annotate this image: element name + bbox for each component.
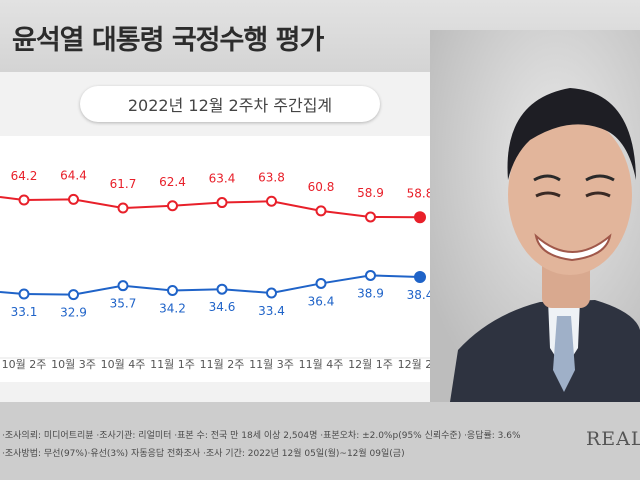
series-0-data-label-2: 61.7 (110, 177, 137, 191)
x-tick-label-6: 11월 4주 (299, 358, 344, 371)
series-0-data-label-0: 64.2 (11, 169, 38, 183)
series-1-point-2 (117, 280, 129, 292)
series-1-data-label-4: 34.6 (209, 300, 236, 314)
footer-survey-info: ·조사의뢰: 미디어트리뷴 ·조사기관: 리얼미터 ·표본 수: 전국 만 18… (2, 431, 521, 441)
series-0-point-0 (18, 194, 30, 206)
series-1-point-5 (266, 287, 277, 299)
x-tick-label-4: 11월 2주 (200, 358, 245, 371)
series-1-data-label-2: 35.7 (110, 297, 137, 311)
series-1-point-1 (68, 289, 79, 301)
series-0-point-7 (365, 211, 376, 223)
series-1-data-label-0: 33.1 (11, 305, 38, 319)
series-0-data-label-6: 60.8 (308, 180, 335, 194)
series-0-data-label-7: 58.9 (357, 186, 384, 200)
series-0-point-6 (315, 205, 327, 217)
series-1-point-7 (365, 269, 376, 281)
brand-logo: REALMETER (586, 428, 640, 450)
x-tick-label-2: 10월 4주 (101, 358, 146, 371)
series-0-data-label-3: 62.4 (159, 175, 186, 189)
series-1-data-label-3: 34.2 (159, 301, 186, 315)
series-1-point-0 (18, 288, 30, 300)
series-0-point-2 (117, 202, 129, 214)
footer-survey-method: ·조사방법: 무선(97%)·유선(3%) 자동응답 전화조사 ·조사 기간: … (2, 449, 405, 459)
footer (0, 402, 640, 480)
x-tick-label-8: 12월 2주 (398, 358, 440, 371)
x-tick-label-0: 10월 2주 (2, 358, 47, 371)
series-1-point-6 (315, 277, 327, 289)
series-1-point-4 (216, 283, 228, 295)
series-1-data-label-7: 38.9 (357, 286, 384, 300)
series-0-point-5 (266, 195, 277, 207)
president-photo (430, 30, 640, 402)
series-0-data-label-5: 63.8 (258, 170, 285, 184)
series-1-data-label-8: 38.4 (407, 288, 434, 302)
chart-subtitle: 2022년 12월 2주차 주간집계 (80, 86, 380, 122)
x-tick-label-1: 10월 3주 (51, 358, 96, 371)
x-tick-label-5: 11월 3주 (249, 358, 294, 371)
series-0-point-8 (414, 211, 426, 224)
series-0-point-3 (167, 200, 178, 212)
x-tick-label-7: 12월 1주 (348, 358, 393, 371)
series-0-data-label-1: 64.4 (60, 168, 87, 182)
chart-title: 윤석열 대통령 국정수행 평가 (12, 25, 324, 56)
series-0-point-1 (68, 193, 79, 205)
x-tick-label-3: 11월 1주 (150, 358, 195, 371)
series-0-data-label-4: 63.4 (209, 172, 236, 186)
chart-area (0, 136, 468, 382)
series-1-data-label-5: 33.4 (258, 304, 285, 318)
series-1-point-8 (414, 271, 426, 284)
series-1-point-3 (167, 284, 178, 296)
series-1-data-label-1: 32.9 (60, 306, 87, 320)
series-1-data-label-6: 36.4 (308, 294, 335, 308)
series-0-data-label-8: 58.8 (407, 186, 434, 200)
series-0-point-4 (216, 197, 228, 209)
line-chart: 64.2 64.4 61.7 62.4 63.4 63.8 60.8 58.9 58.8 33.1… (0, 168, 440, 371)
